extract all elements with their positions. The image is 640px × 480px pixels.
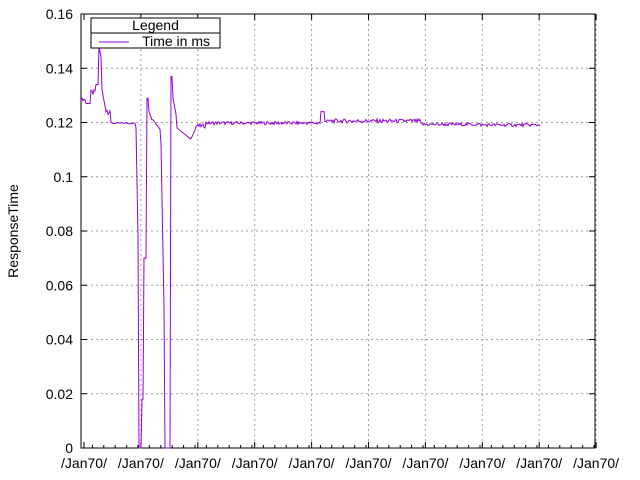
x-tick-label: /Jan70/ bbox=[61, 455, 107, 471]
legend-label-time-in-ms: Time in ms bbox=[142, 33, 210, 49]
plot-frame bbox=[80, 13, 596, 449]
series-layer bbox=[80, 46, 541, 449]
y-tick-label: 0.04 bbox=[46, 332, 73, 348]
y-tick-label: 0.16 bbox=[46, 6, 73, 22]
grid bbox=[81, 14, 597, 448]
x-tick-label: /Jan70/ bbox=[573, 455, 619, 471]
y-tick-label: 0.02 bbox=[46, 386, 73, 402]
x-tick-label: /Jan70/ bbox=[459, 455, 505, 471]
y-tick-label: 0.06 bbox=[46, 277, 73, 293]
x-tick-label: /Jan70/ bbox=[346, 455, 392, 471]
y-axis-title: ResponseTime bbox=[5, 184, 21, 278]
legend-title: Legend bbox=[132, 17, 179, 33]
y-tick-label: 0.14 bbox=[46, 60, 73, 76]
series-line-time-in-ms bbox=[80, 46, 541, 449]
x-tick-label: /Jan70/ bbox=[175, 455, 221, 471]
y-tick-label: 0.12 bbox=[46, 115, 73, 131]
x-tick-label: /Jan70/ bbox=[402, 455, 448, 471]
x-tick-label: /Jan70/ bbox=[118, 455, 164, 471]
axes: 0 0.02 0.04 0.06 0.08 0.1 0.12 0.14 0.16/Jan70/ /… bbox=[46, 6, 619, 471]
legend: Legend Time in ms bbox=[90, 17, 221, 49]
x-tick-label: /Jan70/ bbox=[516, 455, 562, 471]
x-tick-label: /Jan70/ bbox=[289, 455, 335, 471]
y-tick-label: 0 bbox=[65, 440, 73, 456]
y-tick-label: 0.08 bbox=[46, 223, 73, 239]
x-tick-label: /Jan70/ bbox=[232, 455, 278, 471]
y-tick-label: 0.1 bbox=[54, 169, 74, 185]
